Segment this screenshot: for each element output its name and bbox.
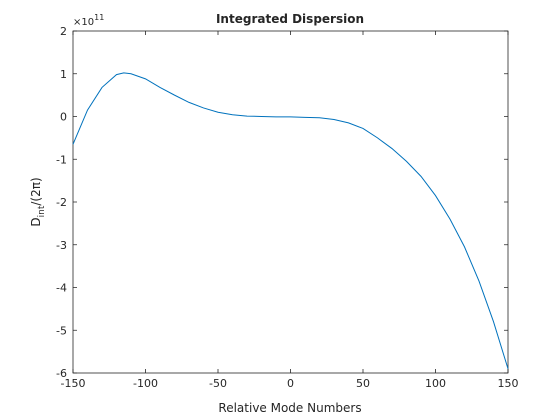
y-tick-label: -3 [56,239,67,252]
line-series [72,72,509,369]
x-tick-label: -50 [209,377,227,390]
x-tick-label: -150 [61,377,86,390]
y-tick-label: 2 [60,25,67,38]
exp-power: 11 [94,13,104,22]
y-label-sub: int [37,205,47,217]
y-tick-label: 0 [60,111,67,124]
y-axis-label: Dint/(2π) [29,177,47,226]
y-label-main: D [29,217,43,226]
y-tick-label: 1 [60,68,67,81]
y-tick-label: -6 [56,367,67,380]
exp-base: ×10 [73,17,94,28]
x-axis-label: Relative Mode Numbers [218,401,361,415]
x-tick-label: 100 [425,377,446,390]
x-tick-label: 50 [356,377,370,390]
chart-title: Integrated Dispersion [216,12,364,26]
y-tick-label: -4 [56,282,67,295]
x-tick-label: 150 [498,377,519,390]
y-tick-label: -5 [56,324,67,337]
plot-area [72,30,509,374]
x-tick-label: -100 [133,377,158,390]
y-tick-label: -1 [56,153,67,166]
y-exponent: ×1011 [73,13,104,28]
y-label-rest: /(2π) [29,177,43,205]
y-tick-label: -2 [56,196,67,209]
x-tick-label: 0 [287,377,294,390]
